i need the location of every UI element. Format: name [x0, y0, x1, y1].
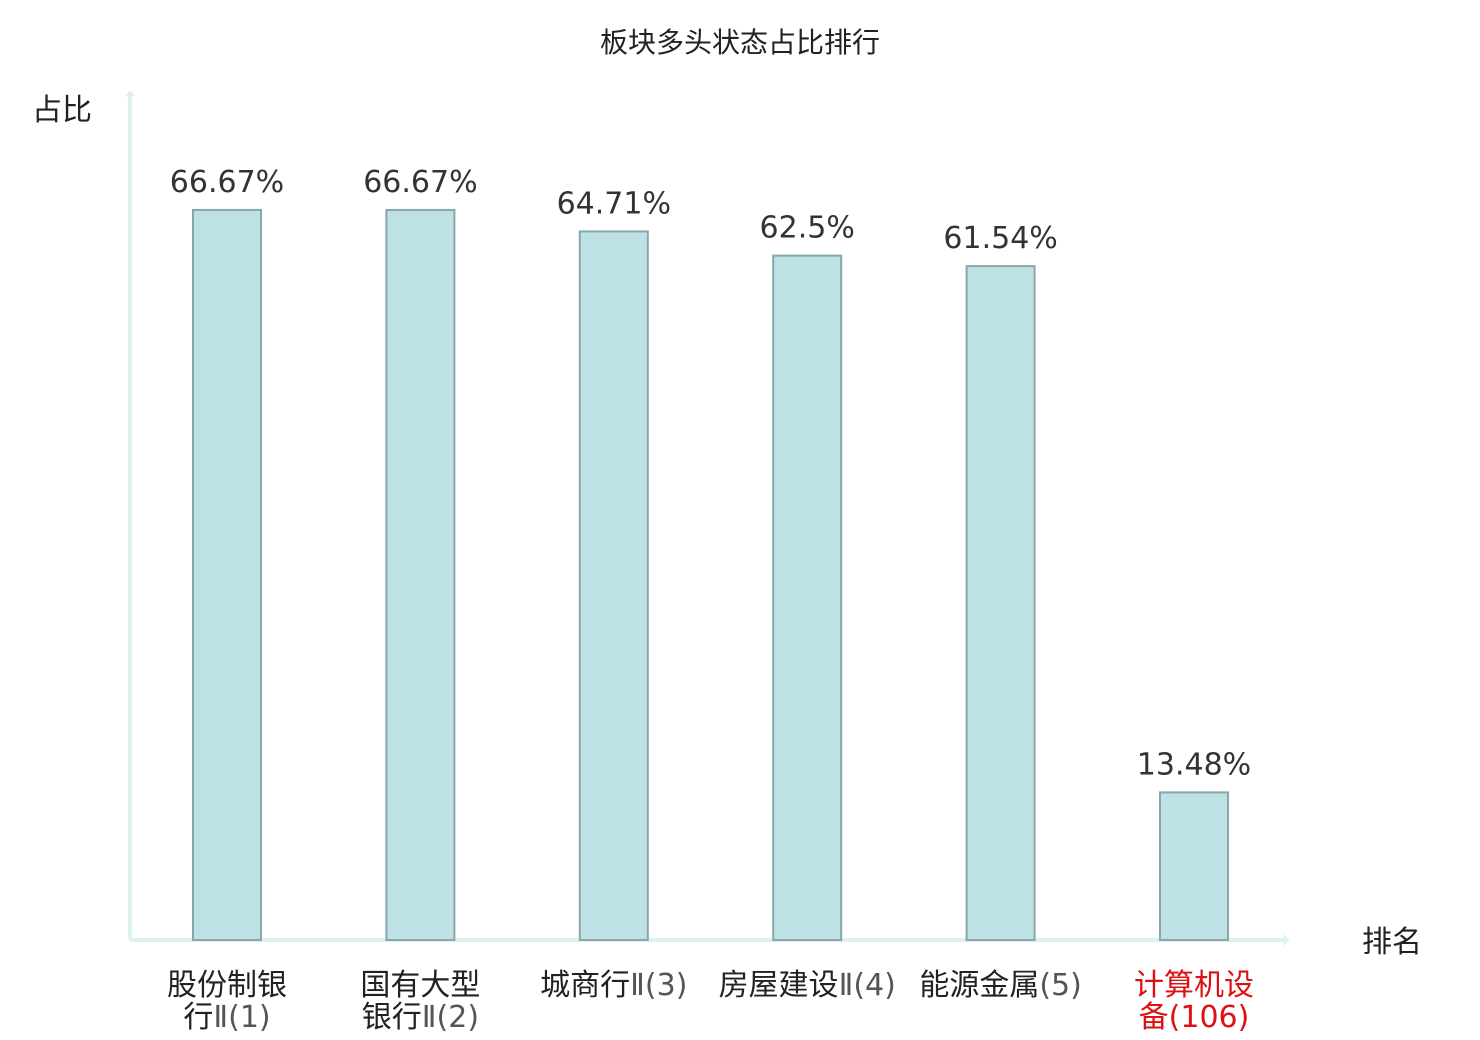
y-axis-label: 占比	[32, 93, 92, 128]
bar-1	[192, 208, 262, 941]
category-label-4: 房屋建设Ⅱ(4)	[719, 968, 896, 1003]
bar-6	[1159, 791, 1229, 941]
value-label-3: 64.71%	[557, 186, 671, 221]
bars-group	[192, 208, 1229, 942]
value-label-2: 66.67%	[363, 165, 477, 200]
x-axis-label: 排名	[1362, 925, 1422, 960]
bar-2	[385, 208, 456, 941]
chart-title: 板块多头状态占比排行	[600, 26, 880, 59]
value-label-1: 66.67%	[170, 165, 284, 200]
value-label-6: 13.48%	[1137, 747, 1251, 782]
category-label-6: 计算机设备(106)	[1134, 968, 1254, 1035]
value-labels-group: 66.67% 66.67% 64.71% 62.5% 61.54% 13.48%	[170, 165, 1251, 782]
value-label-4: 62.5%	[760, 211, 855, 246]
value-label-5: 61.54%	[943, 221, 1057, 256]
bar-3	[578, 230, 649, 942]
category-label-2: 国有大型银行Ⅱ(2)	[360, 968, 480, 1035]
category-label-1: 股份制银行Ⅱ(1)	[167, 968, 287, 1035]
category-labels-group: 股份制银行Ⅱ(1) 国有大型银行Ⅱ(2) 城商行Ⅱ(3) 房屋建设Ⅱ(4) 能源金属(5…	[167, 968, 1254, 1035]
category-label-3: 城商行Ⅱ(3)	[540, 968, 687, 1003]
bar-5	[965, 265, 1036, 941]
category-label-5: 能源金属(5)	[919, 968, 1082, 1003]
bar-4	[772, 254, 843, 941]
